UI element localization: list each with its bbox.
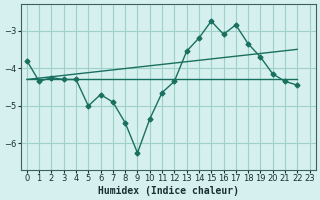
X-axis label: Humidex (Indice chaleur): Humidex (Indice chaleur)	[98, 186, 239, 196]
